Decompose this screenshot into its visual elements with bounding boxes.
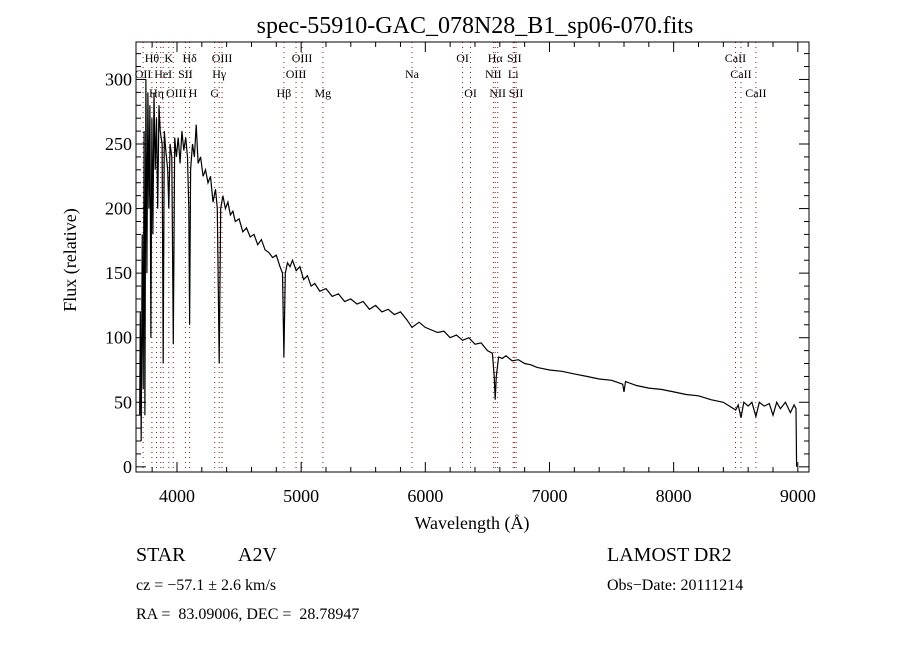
marker-label: NII <box>489 86 506 100</box>
x-tick-label: 4000 <box>159 486 195 506</box>
x-tick-label: 6000 <box>407 486 443 506</box>
y-tick-label: 100 <box>105 328 132 348</box>
marker-label: OI <box>456 51 469 65</box>
marker-label: Hβ <box>277 86 292 100</box>
y-tick-label: 0 <box>123 457 132 477</box>
marker-label: Hθ <box>145 51 160 65</box>
y-tick-label: 300 <box>105 69 132 89</box>
object-class: STAR <box>136 544 186 566</box>
marker-label: OIII <box>166 86 187 100</box>
marker-label: Hα <box>488 51 504 65</box>
marker-label: SII <box>507 51 522 65</box>
marker-label: H <box>189 86 198 100</box>
y-axis-label: Flux (relative) <box>60 208 81 311</box>
marker-label: OI <box>464 86 477 100</box>
y-axis: 0 50 100 150 200 250 300 <box>105 53 809 477</box>
marker-label: CaII <box>745 86 766 100</box>
x-axis: 4000 5000 6000 7000 8000 9000 <box>151 42 816 506</box>
marker-label: K <box>164 51 173 65</box>
coordinates: RA = 83.09006, DEC = 28.78947 <box>136 606 359 623</box>
marker-label: Hδ <box>183 51 198 65</box>
marker-label: HeI <box>154 67 172 81</box>
marker-label: Hγ <box>212 67 227 81</box>
marker-label: OIII <box>212 51 233 65</box>
marker-label: OIII <box>286 67 307 81</box>
x-tick-label: 9000 <box>780 486 816 506</box>
marker-label: Na <box>405 67 420 81</box>
marker-label: CaII <box>725 51 746 65</box>
plot-frame <box>135 41 810 473</box>
spectrum-series <box>139 79 798 467</box>
x-tick-label: 5000 <box>283 486 319 506</box>
y-tick-label: 250 <box>105 134 132 154</box>
marker-label: Li <box>508 67 519 81</box>
x-tick-label: 7000 <box>531 486 567 506</box>
object-subclass: A2V <box>238 544 277 566</box>
y-tick-label: 200 <box>105 199 132 219</box>
spectrum-line <box>139 79 798 467</box>
data-release: LAMOST DR2 <box>607 544 732 566</box>
y-tick-label: 50 <box>114 392 132 412</box>
marker-label: NII <box>485 67 502 81</box>
chart-title: spec-55910-GAC_078N28_B1_sp06-070.fits <box>257 13 694 39</box>
marker-label: Mg <box>315 86 332 100</box>
marker-label: OIII <box>292 51 313 65</box>
redshift-text: cz = −57.1 ± 2.6 km/s <box>136 577 276 594</box>
y-tick-label: 150 <box>105 263 132 283</box>
obs-date: Obs−Date: 20111214 <box>607 577 743 594</box>
marker-label: OII <box>135 67 152 81</box>
marker-label: SII <box>509 86 524 100</box>
x-tick-label: 8000 <box>656 486 692 506</box>
x-axis-label: Wavelength (Å) <box>414 513 529 534</box>
marker-label: Hη <box>149 86 164 100</box>
marker-label: G <box>210 86 219 100</box>
marker-label: SII <box>178 67 193 81</box>
marker-label: CaII <box>730 67 751 81</box>
